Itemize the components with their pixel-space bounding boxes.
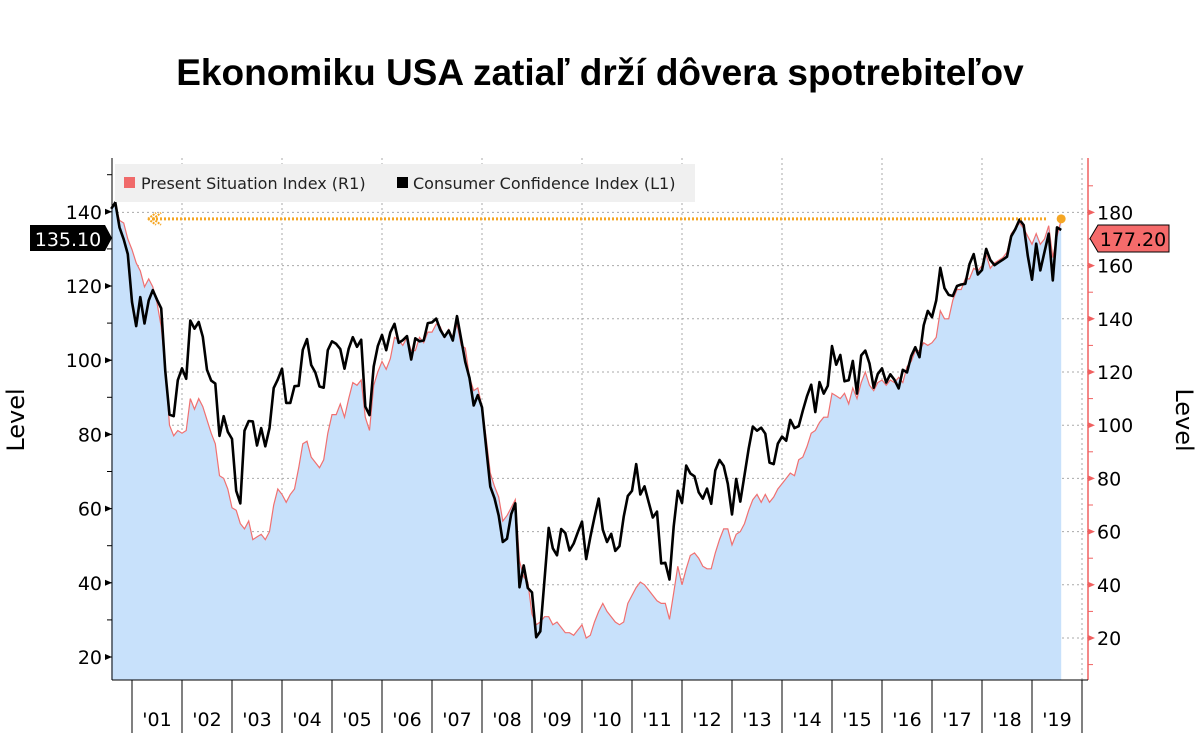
right-tick-label: 80	[1097, 468, 1121, 490]
right-tick-mark	[1088, 315, 1095, 322]
right-tick-mark	[1088, 262, 1095, 269]
left-tick-label: 140	[66, 202, 102, 224]
x-tick-label: '19	[1042, 709, 1071, 731]
x-tick-label: '03	[242, 709, 271, 731]
left-last-value-badge: 135.10	[30, 225, 112, 251]
legend-swatch-cci	[397, 177, 408, 188]
x-tick-label: '14	[792, 709, 821, 731]
legend-label-cci: Consumer Confidence Index (L1)	[413, 174, 675, 193]
left-tick-label: 20	[78, 647, 102, 669]
legend: Present Situation Index (R1) Consumer Co…	[115, 164, 695, 202]
axes: 20 40 60 80 100 120 140 20 40 60 80 100 120 140 160 180…	[66, 158, 1133, 733]
left-axis-label: Level	[2, 388, 30, 451]
reference-line	[147, 212, 1066, 226]
left-tick-mark	[105, 579, 112, 586]
right-tick-label: 160	[1097, 256, 1133, 278]
left-tick-mark	[105, 283, 112, 289]
left-tick-mark	[105, 357, 112, 364]
legend-label-psi: Present Situation Index (R1)	[141, 174, 366, 193]
x-tick-label: '10	[592, 709, 621, 731]
left-tick-mark	[105, 505, 112, 512]
last-value-dot	[1056, 214, 1066, 224]
left-last-value: 135.10	[35, 229, 101, 251]
right-tick-label: 20	[1097, 628, 1121, 650]
consumer-confidence-line	[110, 201, 1062, 639]
right-tick-label: 180	[1097, 202, 1133, 224]
x-tick-label: '11	[642, 709, 671, 731]
right-tick-mark	[1088, 581, 1095, 588]
right-last-value-badge: 177.20	[1089, 224, 1170, 253]
right-tick-mark	[1088, 528, 1095, 535]
x-tick-label: '16	[892, 709, 921, 731]
x-tick-label: '13	[742, 709, 771, 731]
x-tick-label: '15	[842, 709, 871, 731]
left-tick-label: 120	[66, 276, 102, 298]
present-situation-area	[111, 204, 1062, 680]
right-tick-mark	[1088, 369, 1095, 375]
left-tick-mark	[105, 654, 112, 660]
x-tick-label: '12	[692, 709, 721, 731]
chart-title: Ekonomiku USA zatiaľ drží dôvera spotreb…	[176, 52, 1024, 93]
right-tick-label: 40	[1097, 575, 1121, 597]
x-tick-label: '09	[542, 709, 571, 731]
right-tick-mark	[1088, 422, 1095, 429]
legend-swatch-psi	[124, 177, 135, 188]
left-tick-label: 60	[78, 499, 102, 521]
x-tick-label: '07	[442, 709, 471, 731]
right-tick-mark	[1088, 635, 1095, 641]
x-tick-label: '05	[342, 709, 371, 731]
x-tick-label: '17	[942, 709, 971, 731]
right-tick-label: 60	[1097, 522, 1121, 544]
x-tick-label: '06	[392, 709, 421, 731]
x-tick-label: '08	[492, 709, 521, 731]
left-tick-label: 80	[78, 424, 102, 446]
present-situation-line	[110, 203, 1062, 639]
right-tick-label: 120	[1097, 362, 1133, 384]
x-tick-label: '04	[292, 709, 321, 731]
right-tick-label: 140	[1097, 309, 1133, 331]
right-tick-mark	[1088, 209, 1095, 216]
right-last-value: 177.20	[1100, 229, 1166, 251]
left-tick-mark	[105, 208, 112, 215]
right-axis-label: Level	[1170, 388, 1198, 451]
left-tick-label: 100	[66, 350, 102, 372]
left-tick-label: 40	[78, 573, 102, 595]
x-tick-label: '02	[192, 709, 221, 731]
x-tick-label: '01	[142, 709, 171, 731]
reference-arrow-icon	[147, 212, 162, 226]
right-tick-mark	[1088, 475, 1095, 482]
left-tick-mark	[105, 431, 112, 438]
x-tick-label: '18	[992, 709, 1021, 731]
right-tick-label: 100	[1097, 415, 1133, 437]
